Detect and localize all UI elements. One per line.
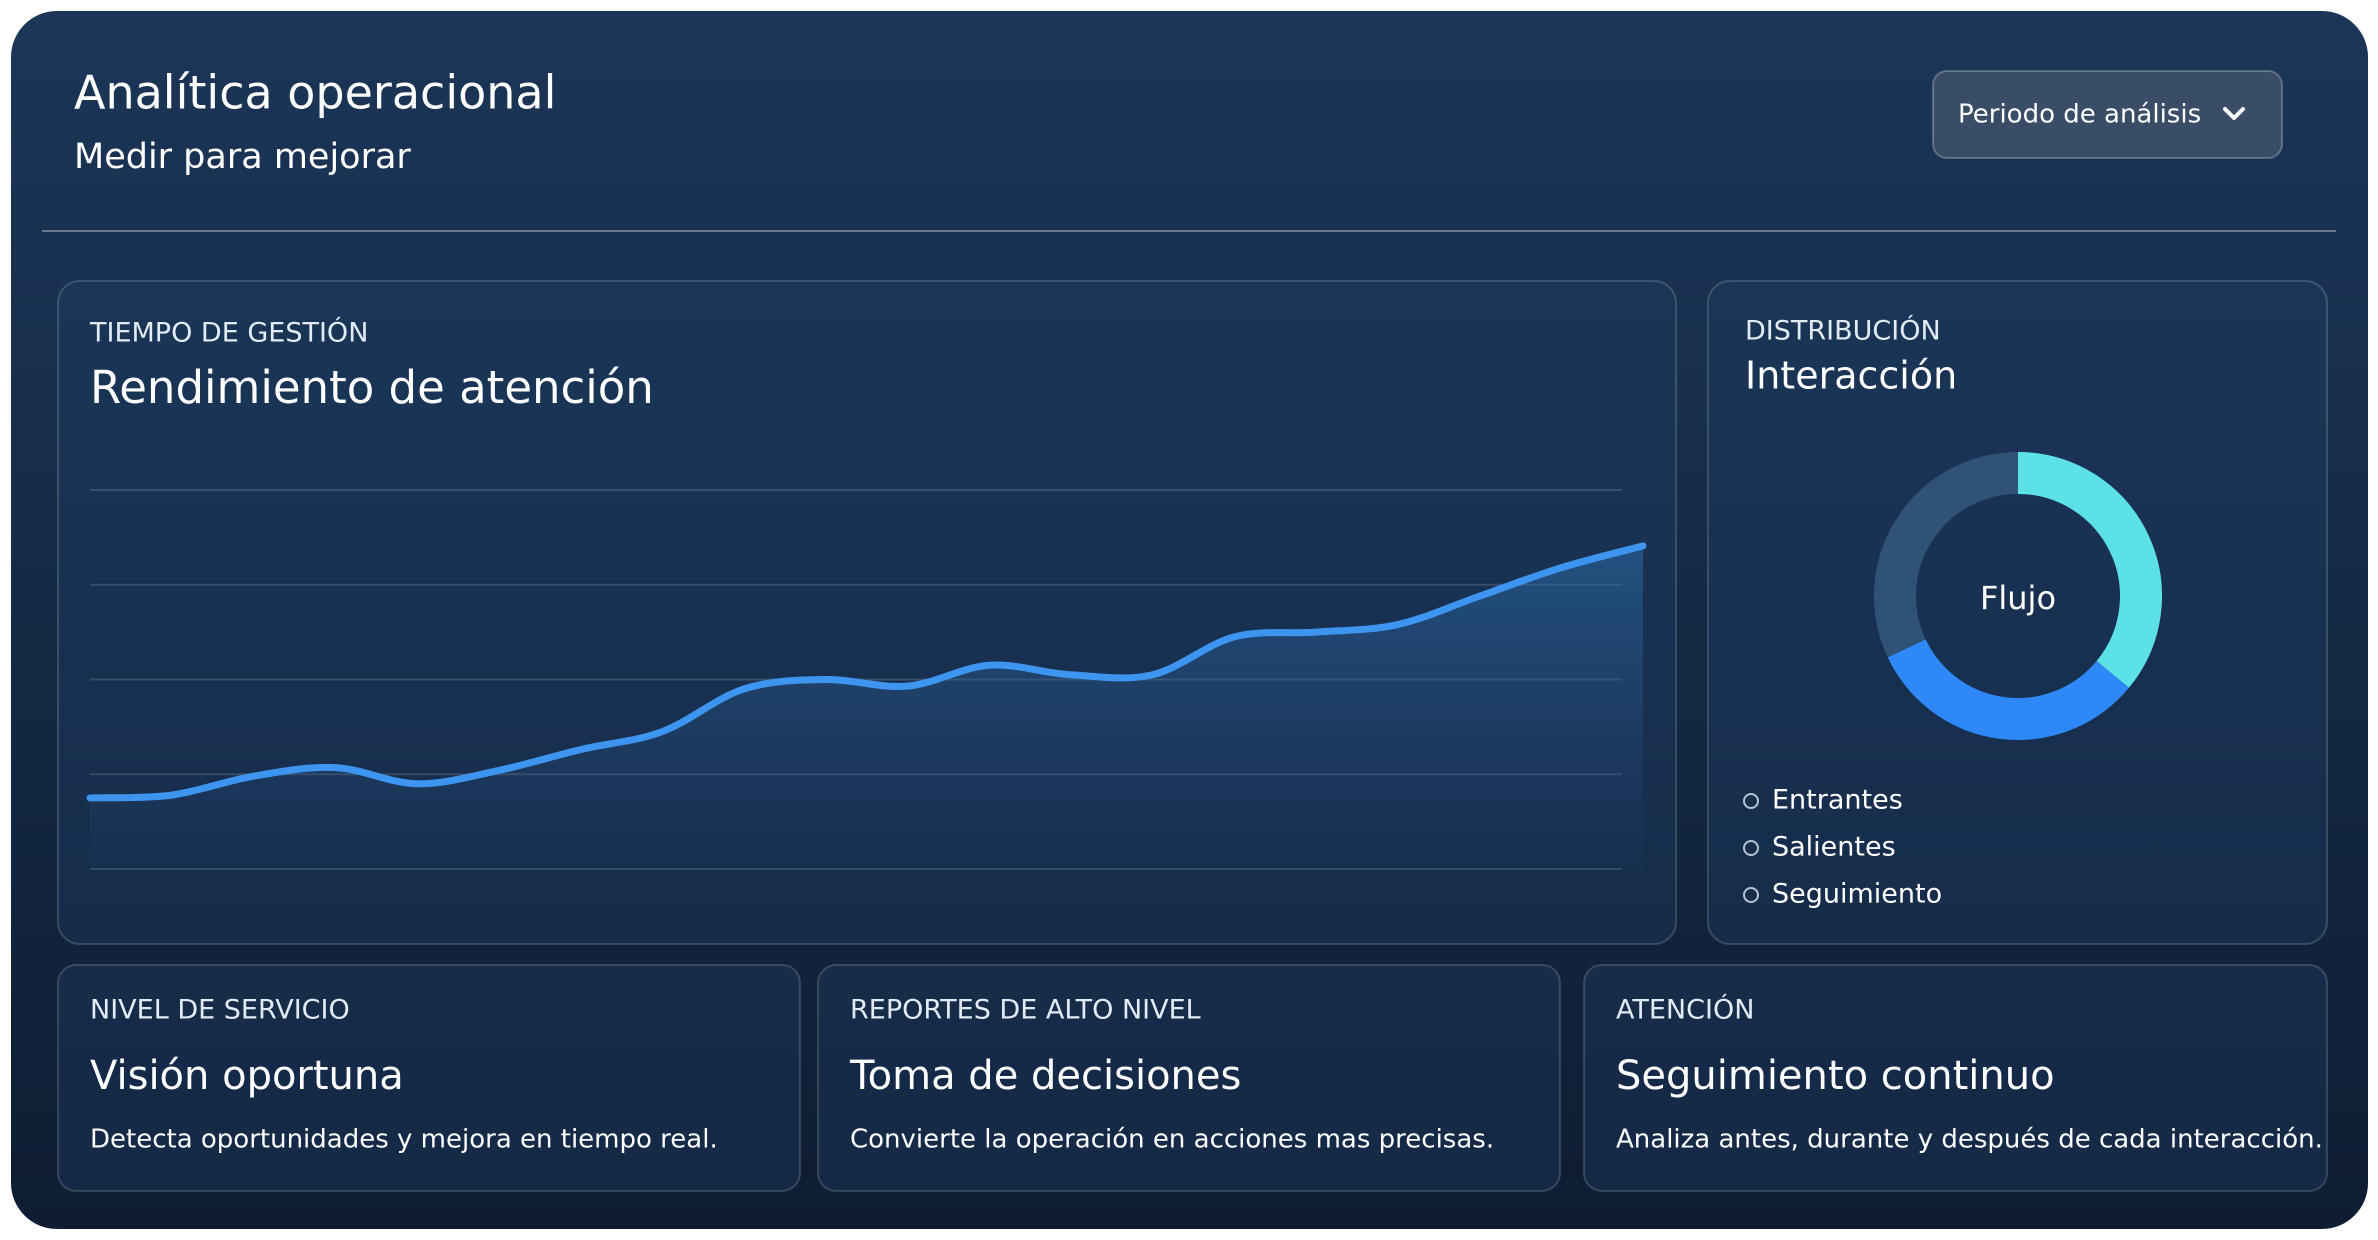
- card-title: Seguimiento continuo: [1616, 1053, 2055, 1099]
- period-dropdown[interactable]: Periodo de análisis: [1932, 70, 2283, 159]
- legend-marker: [1743, 793, 1759, 809]
- page-title: Analítica operacional: [74, 66, 556, 120]
- card-eyebrow: REPORTES DE ALTO NIVEL: [850, 995, 1201, 1026]
- legend-label: Salientes: [1772, 832, 1896, 863]
- legend-marker: [1743, 840, 1759, 856]
- legend-marker: [1743, 887, 1759, 903]
- donut-segment: [1874, 452, 2019, 658]
- line-title: Rendimiento de atención: [90, 361, 654, 414]
- donut-card: [1707, 280, 2328, 945]
- card-description: Analiza antes, durante y después de cada…: [1616, 1125, 2323, 1155]
- panel: [11, 11, 2368, 1229]
- dropdown-box[interactable]: [1932, 70, 2283, 159]
- line-eyebrow: TIEMPO DE GESTIÓN: [89, 317, 368, 349]
- legend-label: Seguimiento: [1772, 879, 1942, 910]
- donut-center-label: Flujo: [1980, 579, 2056, 617]
- card-title: Toma de decisiones: [849, 1053, 1241, 1099]
- donut-title: Interacción: [1745, 354, 1957, 398]
- info-card: [1583, 964, 2328, 1192]
- donut-segment: [2017, 452, 2162, 688]
- page-subtitle: Medir para mejorar: [74, 137, 411, 177]
- card-title: Visión oportuna: [90, 1053, 404, 1099]
- card-description: Convierte la operación en acciones mas p…: [850, 1125, 1494, 1155]
- info-card: [817, 964, 1561, 1192]
- legend-label: Entrantes: [1772, 785, 1903, 816]
- dropdown-label[interactable]: Periodo de análisis: [1958, 100, 2201, 130]
- donut-segment: [1887, 638, 2129, 740]
- chevron-icon[interactable]: [2223, 107, 2245, 120]
- card-eyebrow: ATENCIÓN: [1616, 994, 1754, 1026]
- line-series: [86, 542, 1647, 802]
- card-eyebrow: NIVEL DE SERVICIO: [90, 995, 350, 1026]
- line-area: [90, 545, 1643, 869]
- card-description: Detecta oportunidades y mejora en tiempo…: [90, 1125, 718, 1155]
- info-card: [57, 964, 801, 1192]
- donut-eyebrow: DISTRIBUCIÓN: [1745, 315, 1941, 347]
